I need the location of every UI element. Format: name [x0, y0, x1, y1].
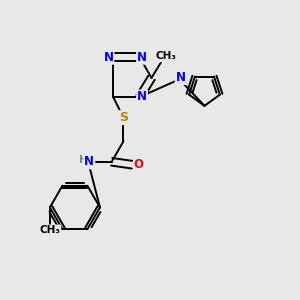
Text: H: H: [79, 155, 88, 165]
Text: N: N: [137, 91, 147, 103]
Text: CH₃: CH₃: [39, 225, 60, 236]
Text: N: N: [137, 51, 147, 64]
Text: CH₃: CH₃: [155, 51, 176, 62]
Text: O: O: [134, 158, 144, 171]
Text: N: N: [84, 155, 94, 168]
Text: N: N: [103, 51, 113, 64]
Text: S: S: [120, 111, 129, 124]
Text: N: N: [176, 71, 186, 84]
